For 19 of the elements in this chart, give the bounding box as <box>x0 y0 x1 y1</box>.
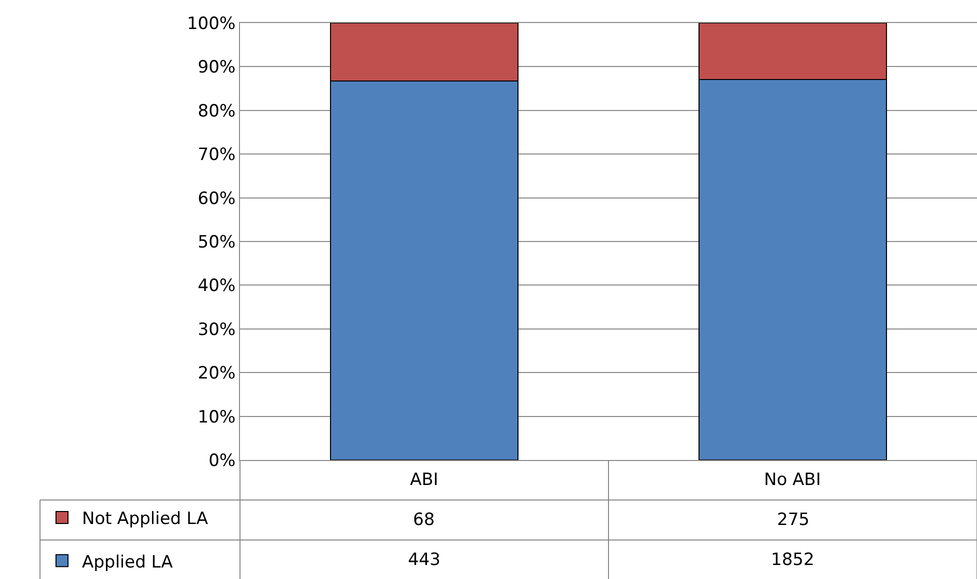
legend-label: Applied LA <box>82 552 174 572</box>
x-tick-label: No ABI <box>764 470 821 490</box>
text: 275 <box>777 510 810 530</box>
y-tick-label: 0% <box>208 450 236 471</box>
y-tick-label: 100% <box>186 14 236 34</box>
x-tick-label: ABI <box>410 470 438 490</box>
y-tick-label: 20% <box>198 364 236 384</box>
y-tick-label: 30% <box>198 320 236 340</box>
y-tick-label: 50% <box>198 232 236 252</box>
text: 443 <box>408 550 440 570</box>
y-tick-label: 60% <box>198 188 236 209</box>
legend-label: Not Applied LA <box>82 509 208 530</box>
text: 68 <box>413 510 435 530</box>
y-tick-label: 70% <box>198 145 236 166</box>
text: 1852 <box>771 550 814 570</box>
y-tick-label: 40% <box>198 276 236 296</box>
y-tick-label: 10% <box>198 407 236 428</box>
y-tick-label: 80% <box>198 101 236 122</box>
y-tick-label: 90% <box>198 58 236 78</box>
